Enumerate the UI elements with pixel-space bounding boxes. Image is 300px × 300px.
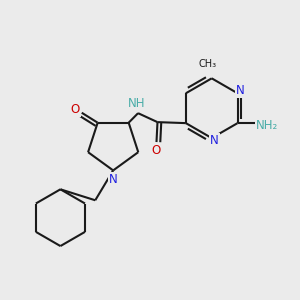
Text: CH₃: CH₃ bbox=[199, 59, 217, 69]
Text: O: O bbox=[70, 103, 80, 116]
Text: NH: NH bbox=[128, 97, 146, 110]
Text: O: O bbox=[152, 144, 161, 157]
Text: NH₂: NH₂ bbox=[256, 118, 279, 132]
Text: N: N bbox=[210, 134, 219, 147]
Text: N: N bbox=[236, 84, 244, 97]
Text: N: N bbox=[109, 173, 118, 186]
